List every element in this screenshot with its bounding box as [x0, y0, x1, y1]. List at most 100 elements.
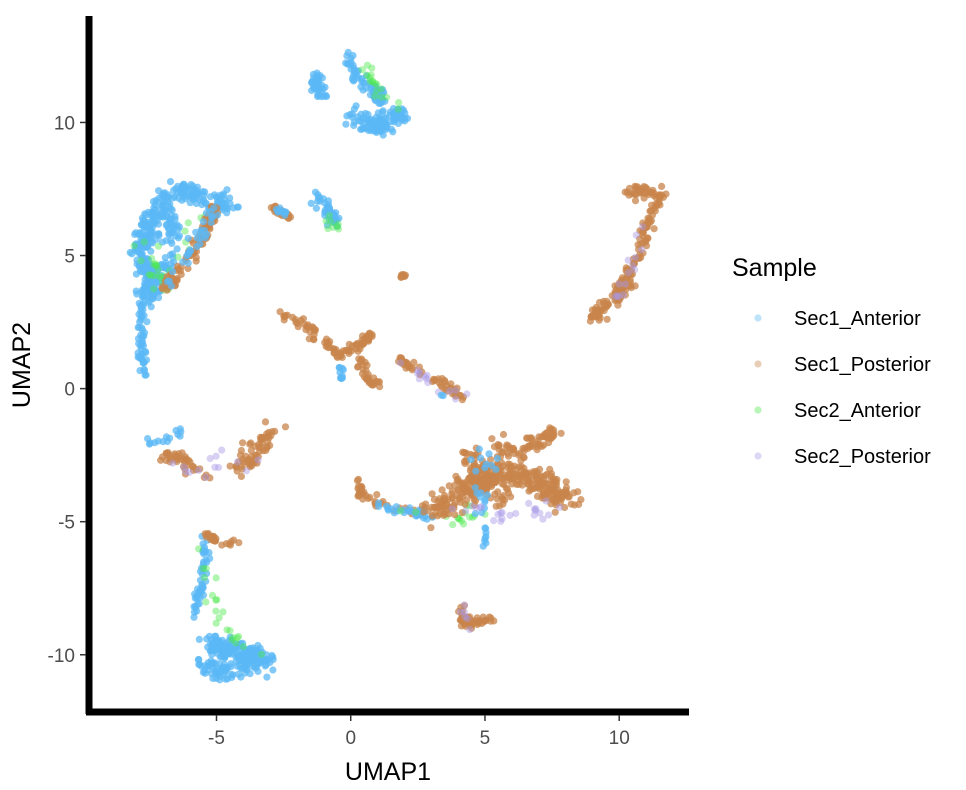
point-sec1-anterior: [376, 99, 384, 108]
point-sec1-posterior: [432, 508, 440, 517]
point-sec1-anterior: [253, 646, 262, 655]
point-sec1-posterior: [437, 502, 445, 510]
point-sec1-posterior: [422, 500, 430, 508]
point-sec2-anterior: [151, 260, 159, 268]
point-sec2-anterior: [322, 217, 330, 225]
point-sec1-anterior: [132, 240, 140, 248]
point-sec1-anterior: [390, 109, 398, 117]
point-sec1-anterior: [252, 663, 260, 671]
point-sec1-posterior: [529, 468, 537, 476]
point-sec1-anterior: [161, 254, 169, 262]
point-sec1-posterior: [192, 257, 200, 265]
point-sec1-posterior: [237, 446, 245, 455]
point-sec2-anterior: [324, 225, 332, 233]
point-sec2-anterior: [363, 71, 371, 79]
point-sec1-anterior: [313, 69, 321, 77]
point-sec1-posterior: [192, 465, 200, 474]
point-sec2-posterior: [169, 459, 177, 467]
point-sec1-posterior: [487, 617, 495, 625]
point-sec2-anterior: [232, 639, 240, 647]
point-sec2-anterior: [148, 254, 156, 263]
point-sec2-posterior: [639, 223, 647, 231]
point-sec2-anterior: [137, 257, 145, 265]
point-sec2-anterior: [329, 223, 337, 231]
point-sec1-anterior: [203, 569, 211, 578]
point-sec1-anterior: [378, 124, 387, 133]
y-axis-title: UMAP2: [8, 322, 36, 408]
point-sec2-anterior: [226, 627, 234, 635]
point-sec1-posterior: [557, 495, 566, 503]
point-sec1-anterior: [199, 563, 208, 572]
point-sec1-posterior: [365, 333, 373, 341]
point-sec1-anterior: [201, 199, 209, 207]
point-sec1-posterior: [338, 353, 346, 361]
point-sec1-anterior: [229, 645, 237, 653]
point-sec1-posterior: [445, 506, 453, 514]
point-sec1-posterior: [330, 349, 338, 357]
point-sec2-posterior: [416, 369, 424, 377]
point-sec2-anterior: [199, 564, 207, 573]
point-sec1-posterior: [648, 201, 656, 209]
point-sec1-posterior: [232, 462, 240, 470]
point-sec1-posterior: [181, 470, 190, 478]
point-sec2-anterior: [334, 225, 343, 233]
point-sec1-anterior: [218, 636, 226, 644]
point-sec1-anterior: [136, 261, 144, 269]
point-sec1-posterior: [459, 393, 467, 401]
point-sec1-anterior: [246, 670, 254, 678]
point-sec1-anterior: [229, 204, 237, 212]
point-sec1-anterior: [399, 506, 407, 514]
point-sec1-anterior: [169, 194, 177, 202]
legend: Sample Sec1_Anterior Sec1_Posterior Sec2_A…: [732, 254, 931, 468]
point-sec1-anterior: [165, 230, 173, 238]
point-sec1-posterior: [427, 524, 435, 532]
point-sec1-anterior: [136, 318, 144, 326]
point-sec2-posterior: [539, 515, 547, 523]
point-sec1-anterior: [389, 128, 397, 136]
point-sec1-posterior: [200, 473, 208, 481]
point-sec1-anterior: [481, 464, 489, 472]
point-sec1-posterior: [251, 442, 259, 450]
point-sec2-posterior: [212, 452, 220, 460]
point-sec1-anterior: [379, 107, 387, 115]
point-sec2-anterior: [239, 643, 247, 651]
point-sec2-posterior: [544, 511, 553, 519]
point-sec2-posterior: [629, 262, 637, 270]
point-sec1-anterior: [201, 546, 209, 555]
point-sec2-posterior: [421, 373, 429, 381]
point-sec1-anterior: [307, 199, 315, 207]
point-sec2-anterior: [466, 513, 474, 521]
point-sec2-anterior: [394, 105, 402, 113]
point-sec1-anterior: [320, 199, 329, 207]
point-sec1-anterior: [173, 245, 181, 253]
point-sec1-anterior: [335, 363, 343, 372]
point-sec1-anterior: [343, 112, 351, 120]
point-sec1-anterior: [144, 435, 152, 443]
point-sec1-anterior: [192, 228, 200, 236]
point-sec1-anterior: [269, 666, 277, 674]
point-sec1-anterior: [207, 636, 215, 644]
point-sec2-posterior: [542, 497, 550, 505]
point-sec2-anterior: [153, 261, 161, 269]
point-sec1-anterior: [205, 662, 213, 670]
point-sec2-posterior: [215, 463, 223, 472]
point-sec1-anterior: [240, 664, 248, 672]
point-sec1-anterior: [134, 323, 142, 331]
point-sec1-anterior: [232, 657, 240, 666]
point-sec1-anterior: [149, 269, 158, 277]
point-sec1-posterior: [347, 347, 355, 355]
point-sec1-posterior: [521, 468, 530, 476]
point-sec1-posterior: [503, 443, 511, 451]
point-sec1-anterior: [199, 584, 207, 592]
point-sec1-anterior: [149, 228, 157, 236]
point-sec2-anterior: [147, 271, 155, 279]
point-sec1-posterior: [253, 459, 261, 467]
point-sec1-anterior: [492, 465, 500, 473]
point-sec1-posterior: [438, 486, 446, 494]
point-sec1-posterior: [164, 449, 172, 457]
point-sec1-posterior: [646, 218, 654, 226]
point-sec2-posterior: [615, 293, 623, 301]
point-sec1-anterior: [147, 303, 155, 311]
point-sec1-posterior: [509, 444, 518, 452]
point-sec2-anterior: [202, 598, 210, 606]
